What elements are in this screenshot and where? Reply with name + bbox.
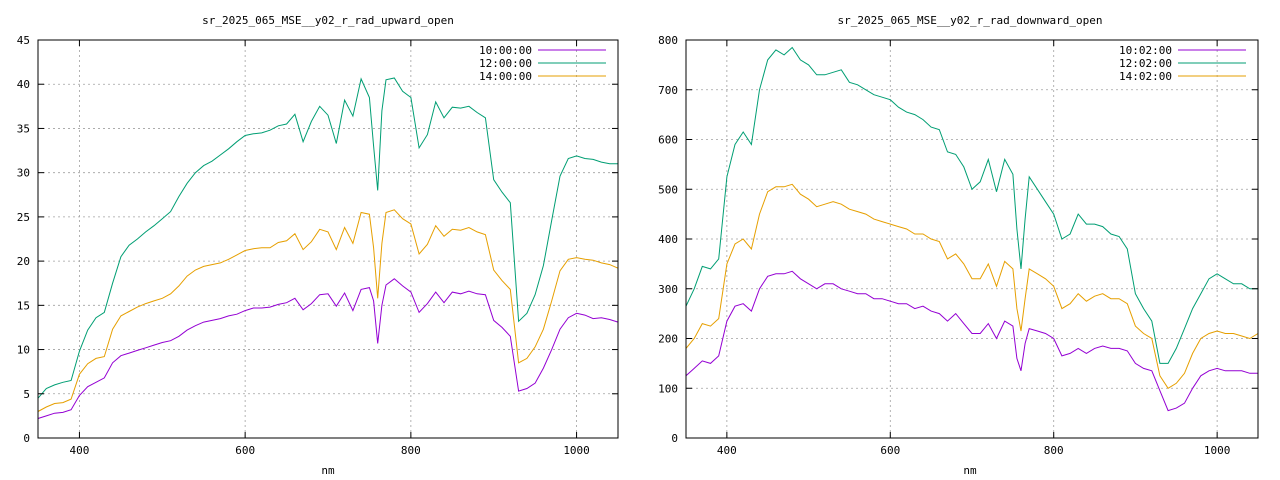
- y-tick-label: 35: [17, 122, 30, 135]
- y-tick-label: 10: [17, 344, 30, 357]
- series-line-120200: [685, 46, 1258, 364]
- y-tick-label: 700: [658, 84, 678, 97]
- x-tick-label: 1000: [563, 444, 590, 457]
- series-line-100000: [37, 278, 619, 419]
- y-tick-label: 200: [658, 333, 678, 346]
- legend-label: 12:02:00: [1119, 57, 1172, 70]
- legend-label: 12:00:00: [479, 57, 532, 70]
- y-tick-label: 0: [23, 432, 30, 445]
- chart-panel-upward: sr_2025_065_MSE__y02_r_rad_upward_open n…: [17, 14, 619, 477]
- series-line-140200: [685, 183, 1259, 389]
- x-tick-label: 800: [401, 444, 421, 457]
- y-tick-label: 500: [658, 183, 678, 196]
- y-tick-label: 40: [17, 78, 30, 91]
- y-tick-label: 0: [671, 432, 678, 445]
- chart-panel-downward: sr_2025_065_MSE__y02_r_rad_downward_open…: [640, 0, 1280, 480]
- legend-label: 10:02:00: [1119, 44, 1172, 57]
- chart-title: sr_2025_065_MSE__y02_r_rad_upward_open: [202, 14, 454, 27]
- x-tick-label: 1000: [1204, 444, 1231, 457]
- y-tick-label: 100: [658, 382, 678, 395]
- x-tick-label: 600: [235, 444, 255, 457]
- y-tick-label: 600: [658, 134, 678, 147]
- y-tick-label: 300: [658, 283, 678, 296]
- x-axis-label: nm: [963, 464, 977, 477]
- plot-frame: [37, 39, 619, 439]
- chart-downward-svg: sr_2025_065_MSE__y02_r_rad_downward_open…: [658, 14, 1259, 477]
- x-tick-label: 400: [717, 444, 737, 457]
- legend-label: 10:00:00: [479, 44, 532, 57]
- x-tick-label: 400: [69, 444, 89, 457]
- x-axis-label: nm: [321, 464, 335, 477]
- y-tick-label: 20: [17, 255, 30, 268]
- chart-title: sr_2025_065_MSE__y02_r_rad_downward_open: [838, 14, 1103, 27]
- y-tick-label: 15: [17, 299, 30, 312]
- y-tick-label: 30: [17, 167, 30, 180]
- y-tick-label: 400: [658, 233, 678, 246]
- legend-label: 14:02:00: [1119, 70, 1172, 83]
- series-line-120000: [37, 77, 618, 399]
- y-tick-label: 800: [658, 34, 678, 47]
- y-tick-label: 5: [23, 388, 30, 401]
- legend-label: 14:00:00: [479, 70, 532, 83]
- chart-upward-svg: sr_2025_065_MSE__y02_r_rad_upward_open n…: [17, 14, 619, 477]
- y-tick-label: 45: [17, 34, 30, 47]
- series-line-100200: [685, 270, 1258, 412]
- x-tick-label: 800: [1044, 444, 1064, 457]
- x-tick-label: 600: [880, 444, 900, 457]
- y-tick-label: 25: [17, 211, 30, 224]
- series-line-140000: [37, 209, 619, 412]
